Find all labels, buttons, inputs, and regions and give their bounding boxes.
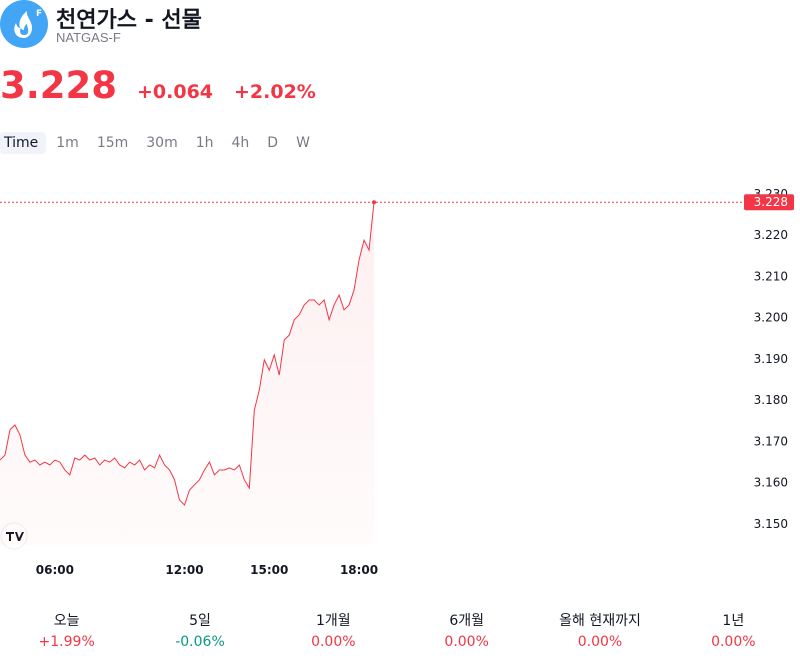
timeframe-tab[interactable]: W bbox=[296, 135, 310, 151]
performance-item: 5일 -0.06% bbox=[133, 610, 266, 650]
x-tick-label: 15:00 bbox=[250, 563, 288, 577]
x-tick-label: 12:00 bbox=[165, 563, 203, 577]
x-tick-label: 06:00 bbox=[36, 563, 74, 577]
timeframe-tabs: Time 1m 15m 30m 1h 4h D W bbox=[0, 132, 320, 154]
last-price-label: 3.228 bbox=[754, 195, 788, 209]
last-price-tag bbox=[744, 194, 794, 211]
y-tick-label: 3.170 bbox=[754, 434, 788, 448]
timeframe-tab[interactable]: 15m bbox=[96, 135, 129, 151]
performance-row: 오늘 +1.99% 5일 -0.06% 1개월 0.00% 6개월 0.00% 올해 현재까지 0… bbox=[0, 610, 800, 650]
timeframe-tab[interactable]: 30m bbox=[146, 135, 178, 151]
price: 3.228 bbox=[0, 64, 118, 107]
performance-item: 1개월 0.00% bbox=[267, 610, 400, 650]
performance-label: 올해 현재까지 bbox=[559, 613, 641, 629]
y-tick-label: 3.160 bbox=[754, 476, 788, 490]
y-tick-label: 3.220 bbox=[754, 228, 788, 242]
svg-text:F: F bbox=[36, 9, 42, 19]
performance-label: 오늘 bbox=[53, 613, 80, 629]
performance-label: 1개월 bbox=[315, 613, 351, 629]
performance-value: 0.00% bbox=[311, 634, 356, 650]
y-tick-label: 3.200 bbox=[754, 311, 788, 325]
last-point bbox=[372, 200, 376, 205]
chart: 3.150 3.160 3.170 3.180 3.190 3.200 3.210 3.220… bbox=[0, 187, 794, 577]
timeframe-tab[interactable]: D bbox=[267, 135, 279, 151]
instrument-symbol: NATGAS-F bbox=[56, 30, 121, 45]
area bbox=[0, 202, 374, 545]
y-tick-label: 3.180 bbox=[754, 393, 788, 407]
timeframe-tab[interactable]: Time bbox=[0, 132, 47, 154]
y-tick-label: 3.190 bbox=[754, 352, 788, 366]
performance-value: -0.06% bbox=[175, 634, 225, 650]
performance-item: 1년 0.00% bbox=[667, 610, 800, 650]
price-change: +0.064 bbox=[137, 81, 214, 103]
performance-item: 6개월 0.00% bbox=[400, 610, 533, 650]
timeframe-tab[interactable]: 1h bbox=[195, 135, 214, 151]
performance-value: 0.00% bbox=[444, 634, 489, 650]
y-tick-label: 3.210 bbox=[754, 269, 788, 283]
price-change-pct: +2.02% bbox=[234, 81, 316, 103]
performance-value: 0.00% bbox=[711, 634, 756, 650]
logo: F bbox=[0, 0, 48, 48]
performance-label: 5일 bbox=[189, 613, 211, 629]
instrument-name: 천연가스 - 선물 bbox=[56, 8, 202, 33]
performance-value: +1.99% bbox=[38, 634, 95, 650]
performance-label: 1년 bbox=[722, 613, 745, 629]
performance-label: 6개월 bbox=[449, 613, 484, 629]
timeframe-tab[interactable]: 4h bbox=[231, 135, 250, 151]
x-tick-label: 18:00 bbox=[340, 563, 378, 577]
price-line bbox=[0, 202, 375, 506]
performance-item: 오늘 +1.99% bbox=[0, 610, 133, 650]
performance-value: 0.00% bbox=[577, 634, 623, 650]
timeframe-tab[interactable]: 1m bbox=[56, 135, 79, 151]
y-tick-label: 3.150 bbox=[754, 517, 788, 531]
performance-item: 올해 현재까지 0.00% bbox=[533, 610, 666, 650]
